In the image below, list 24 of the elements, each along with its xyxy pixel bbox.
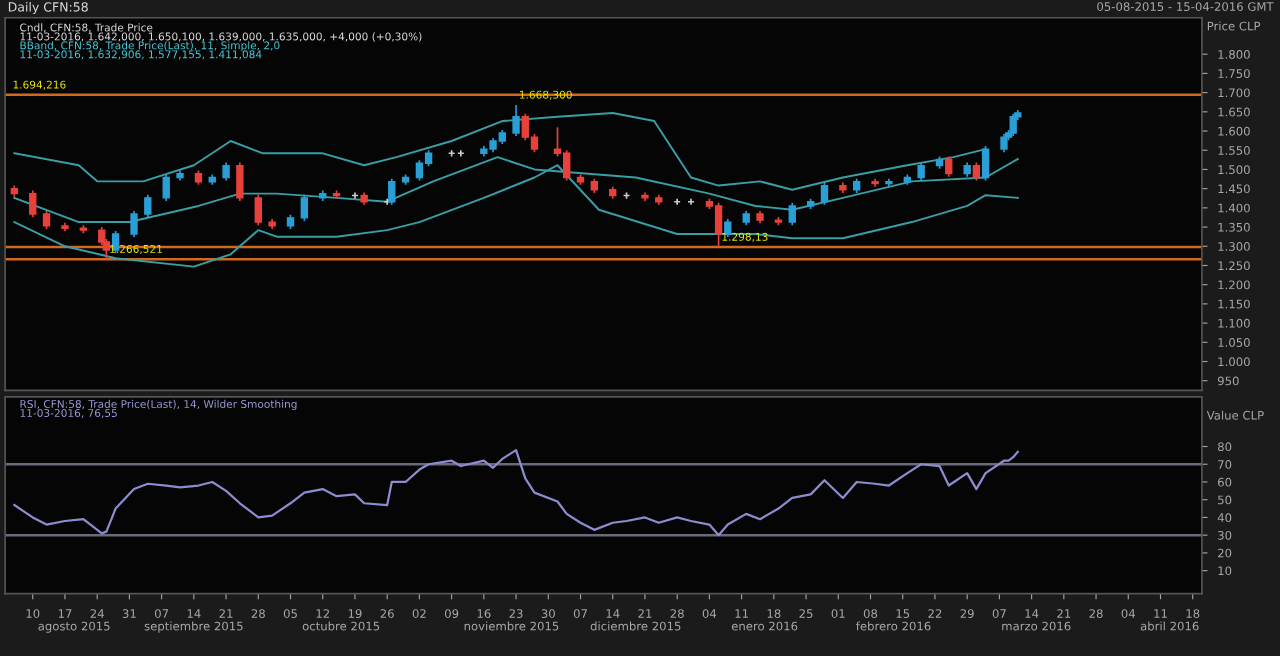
candlestick — [1000, 133, 1008, 153]
candlestick — [415, 159, 424, 182]
candlestick — [972, 161, 981, 182]
candlestick — [42, 210, 51, 230]
candlestick — [981, 145, 990, 182]
candlestick — [29, 189, 37, 218]
candlestick — [1009, 112, 1017, 137]
line-series — [13, 164, 1019, 268]
line-series — [13, 448, 1019, 537]
candlestick — [512, 104, 520, 137]
candlestick — [222, 161, 230, 182]
line-series — [13, 112, 987, 191]
candlestick — [820, 181, 829, 206]
candlestick — [162, 173, 170, 202]
candlestick — [388, 177, 396, 206]
candlestick — [788, 202, 796, 226]
candlestick — [300, 193, 309, 222]
candlestick — [254, 193, 262, 226]
candlestick — [236, 161, 244, 202]
candlestick — [130, 210, 138, 238]
candlestick — [945, 155, 953, 178]
candlestick — [144, 193, 152, 218]
candlestick — [917, 161, 925, 182]
candlestick — [714, 202, 723, 248]
